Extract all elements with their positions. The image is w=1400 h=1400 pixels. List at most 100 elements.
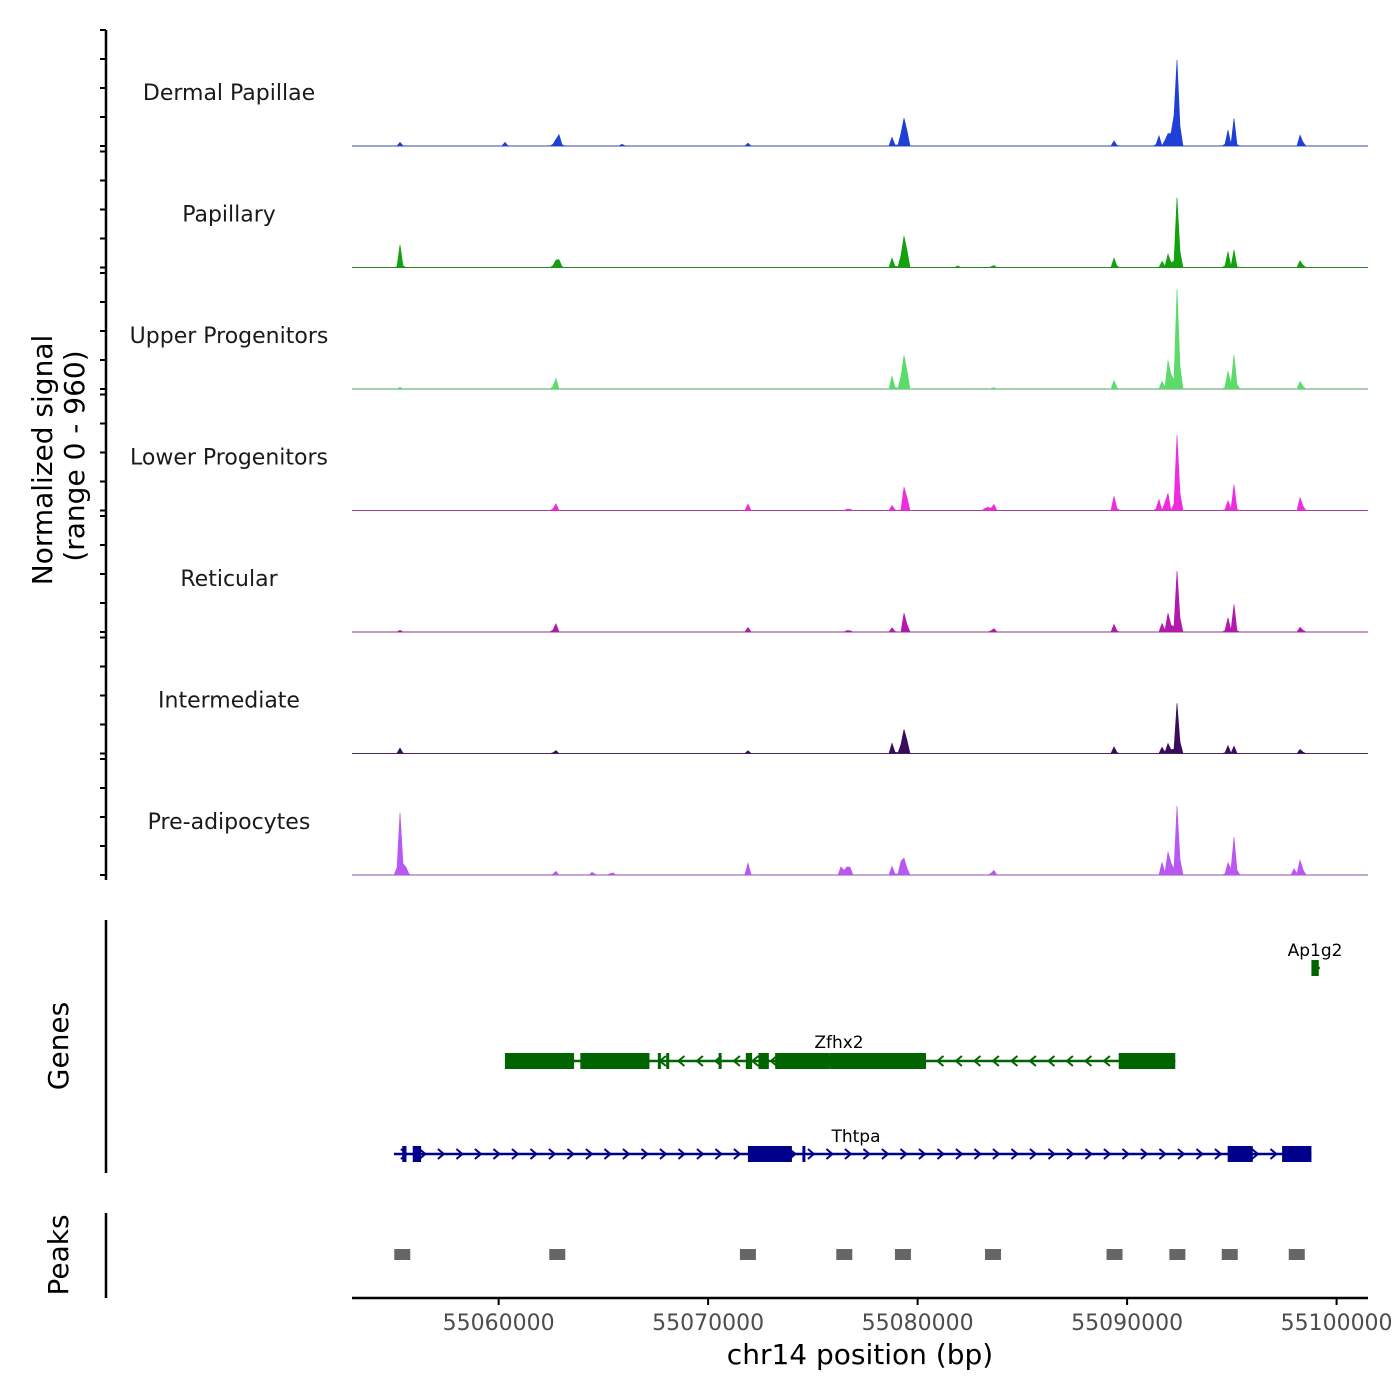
strand-arrow bbox=[973, 1148, 982, 1160]
gene-exon bbox=[747, 1146, 792, 1162]
strand-arrow bbox=[1121, 1148, 1130, 1160]
strand-arrow bbox=[1140, 1148, 1149, 1160]
peak-region bbox=[985, 1249, 1002, 1260]
gene-exon bbox=[829, 1053, 926, 1069]
strand-arrow bbox=[881, 1148, 890, 1160]
track-pre-adipocytes: Pre-adipocytes bbox=[148, 805, 1368, 876]
gene-label: Thtpa bbox=[830, 1127, 880, 1147]
strand-arrow bbox=[676, 1055, 686, 1067]
track-label: Intermediate bbox=[158, 689, 300, 714]
gene-exon bbox=[1227, 1146, 1253, 1162]
peak-region bbox=[394, 1249, 411, 1260]
x-axis: 55060000 55070000 55080000 55090000 55100000 bbox=[443, 1298, 1393, 1336]
strand-arrow bbox=[844, 1148, 853, 1160]
strand-arrow bbox=[1177, 1148, 1186, 1160]
gene-ap1g2: Ap1g2 bbox=[1288, 941, 1343, 976]
strand-arrow bbox=[991, 1055, 1000, 1067]
gene-exon bbox=[666, 1053, 670, 1069]
strand-arrow bbox=[1103, 1148, 1112, 1160]
strand-arrow bbox=[529, 1148, 538, 1160]
gene-exon bbox=[802, 1146, 806, 1162]
strand-arrow bbox=[972, 1055, 982, 1067]
gene-exon bbox=[1311, 960, 1319, 976]
strand-arrow bbox=[1010, 1148, 1019, 1160]
strand-arrow bbox=[677, 1148, 686, 1160]
peak-region bbox=[1169, 1249, 1186, 1260]
peak-region bbox=[1106, 1249, 1123, 1260]
gene-zfhx2: Zfhx2 bbox=[504, 1033, 1176, 1069]
x-tick-label: 55100000 bbox=[1281, 1311, 1393, 1336]
strand-arrow bbox=[1214, 1148, 1223, 1160]
strand-arrow bbox=[954, 1055, 963, 1067]
strand-arrow bbox=[585, 1148, 594, 1160]
signal-area bbox=[352, 703, 1368, 754]
y-axis-range-subtitle: (range 0 - 960) bbox=[58, 350, 91, 561]
x-tick-label: 55060000 bbox=[443, 1311, 555, 1336]
track-label: Lower Progenitors bbox=[130, 446, 328, 471]
strand-arrow bbox=[992, 1148, 1001, 1160]
signal-area bbox=[352, 288, 1368, 390]
gene-exon bbox=[758, 1053, 769, 1069]
strand-arrow bbox=[1066, 1148, 1075, 1160]
strand-arrow bbox=[418, 1148, 427, 1160]
y-axis-title: Normalized signal bbox=[26, 335, 59, 586]
strand-arrow bbox=[437, 1148, 446, 1160]
x-tick-label: 55070000 bbox=[652, 1311, 764, 1336]
gene-label: Ap1g2 bbox=[1288, 941, 1343, 961]
strand-arrow bbox=[548, 1148, 557, 1160]
track-upper-progenitors: Upper Progenitors bbox=[130, 288, 1368, 390]
strand-arrow bbox=[659, 1148, 668, 1160]
gene-exon bbox=[1118, 1053, 1176, 1069]
strand-arrow bbox=[1047, 1148, 1056, 1160]
peaks-label: Peaks bbox=[42, 1214, 75, 1295]
strand-arrow bbox=[1046, 1055, 1056, 1067]
track-dermal-papillae: Dermal Papillae bbox=[143, 59, 1368, 147]
gene-exon bbox=[504, 1053, 575, 1069]
signal-area bbox=[352, 805, 1368, 876]
strand-arrow bbox=[492, 1148, 501, 1160]
strand-arrow bbox=[807, 1148, 816, 1160]
gene-exon bbox=[402, 1146, 407, 1162]
strand-arrow bbox=[1102, 1055, 1111, 1067]
peak-region bbox=[1221, 1249, 1238, 1260]
x-tick-label: 55080000 bbox=[862, 1311, 974, 1336]
strand-arrow bbox=[603, 1148, 612, 1160]
strand-arrow bbox=[862, 1148, 871, 1160]
coverage-tracks: Dermal Papillae Papillary Upper Progenitor… bbox=[130, 59, 1368, 876]
signal-area bbox=[352, 435, 1368, 512]
strand-arrow bbox=[1195, 1148, 1204, 1160]
track-label: Pre-adipocytes bbox=[148, 810, 311, 835]
strand-arrow bbox=[511, 1148, 520, 1160]
strand-arrow bbox=[918, 1148, 927, 1160]
strand-arrow bbox=[825, 1148, 834, 1160]
peak-region bbox=[836, 1249, 853, 1260]
strand-arrow bbox=[1251, 1148, 1260, 1160]
track-label: Papillary bbox=[182, 203, 276, 228]
gene-annotation-track: Ap1g2 Zfhx2 Thtpa bbox=[393, 941, 1343, 1162]
signal-area bbox=[352, 571, 1368, 633]
track-lower-progenitors: Lower Progenitors bbox=[130, 435, 1368, 512]
strand-arrow bbox=[733, 1148, 742, 1160]
track-papillary: Papillary bbox=[182, 197, 1368, 268]
genes-label: Genes bbox=[42, 1002, 75, 1090]
gene-label: Zfhx2 bbox=[814, 1033, 863, 1053]
gene-exon bbox=[775, 1053, 830, 1069]
strand-arrow bbox=[1029, 1148, 1038, 1160]
strand-arrow bbox=[1158, 1148, 1167, 1160]
strand-arrow bbox=[1084, 1148, 1093, 1160]
strand-arrow bbox=[455, 1148, 464, 1160]
strand-arrow bbox=[955, 1148, 964, 1160]
peak-region bbox=[1288, 1249, 1305, 1260]
gene-exon bbox=[580, 1053, 650, 1069]
strand-arrow bbox=[695, 1055, 704, 1067]
strand-arrow bbox=[640, 1148, 649, 1160]
strand-arrow bbox=[1065, 1055, 1074, 1067]
peaks-track bbox=[394, 1249, 1305, 1260]
gene-exon bbox=[1282, 1146, 1312, 1162]
strand-arrow bbox=[566, 1148, 575, 1160]
strand-arrow bbox=[1009, 1055, 1019, 1067]
x-tick-label: 55090000 bbox=[1071, 1311, 1183, 1336]
track-label: Reticular bbox=[180, 567, 278, 592]
signal-area bbox=[352, 197, 1368, 268]
